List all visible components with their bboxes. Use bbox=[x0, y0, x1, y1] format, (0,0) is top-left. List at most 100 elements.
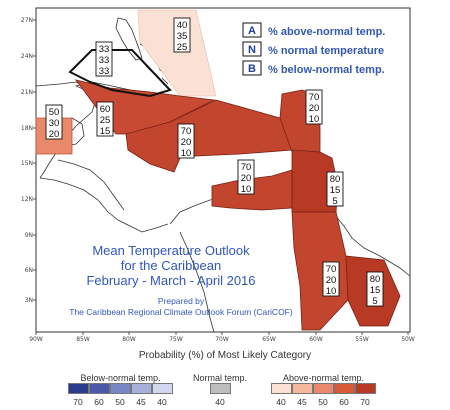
lat-tick-label: 15N bbox=[21, 160, 33, 167]
prepared-by-line-2: The Caribbean Regional Climate Outlook F… bbox=[69, 307, 293, 317]
colorbar-swatch bbox=[292, 383, 313, 394]
legend-text-b: % below-normal temp. bbox=[268, 64, 385, 76]
forecast-a-value: 70 bbox=[241, 162, 252, 173]
forecast-box-frame bbox=[305, 89, 323, 125]
forecast-box-frame bbox=[177, 123, 195, 159]
colorbar-swatch bbox=[313, 383, 334, 394]
abn-legend: A % above-normal temp. N % normal temper… bbox=[242, 22, 385, 76]
legend-box-b bbox=[242, 60, 262, 76]
forecast-box-frame bbox=[173, 17, 191, 53]
legend-letter-a: A bbox=[248, 25, 256, 37]
lat-tick-label: 24N bbox=[21, 53, 33, 60]
forecast-b-value: 10 bbox=[326, 286, 337, 297]
forecast-box-frame bbox=[237, 159, 255, 195]
colorbar-group-label: Above-normal temp. bbox=[282, 373, 365, 383]
forecast-box-frame bbox=[95, 41, 113, 77]
forecast-a-value: 70 bbox=[181, 126, 192, 137]
map-title-line-3: February - March - April 2016 bbox=[86, 273, 255, 288]
colorbar-swatch bbox=[355, 383, 376, 394]
forecast-a-value: 33 bbox=[99, 44, 110, 55]
colorbar-tick: 70 bbox=[73, 397, 83, 407]
forecast-box-frame bbox=[366, 271, 384, 307]
colorbar-tick: 45 bbox=[297, 397, 307, 407]
colorbar-title: Probability (%) of Most Likely Category bbox=[138, 350, 312, 361]
forecast-a-value: 60 bbox=[100, 104, 111, 115]
region-guyana bbox=[291, 211, 349, 331]
forecast-a-value: 40 bbox=[177, 20, 188, 31]
colorbar-tick: 60 bbox=[339, 397, 349, 407]
latitude-ticks: 27N 24N 21N 18N 15N 12N 9N 6N 3N bbox=[21, 17, 36, 304]
legend-text-n: % normal temperature bbox=[268, 45, 384, 57]
forecast-b-value: 33 bbox=[99, 66, 110, 77]
forecast-n-value: 20 bbox=[326, 275, 337, 286]
lon-tick-label: 70W bbox=[215, 336, 229, 343]
colorbar-swatch bbox=[68, 383, 89, 394]
colorbar-group-label: Normal temp. bbox=[192, 373, 247, 383]
forecast-b-value: 25 bbox=[177, 42, 188, 53]
forecast-b-value: 15 bbox=[100, 126, 111, 137]
colorbar-tick: 40 bbox=[157, 397, 167, 407]
colorbar-swatch bbox=[152, 383, 173, 394]
lon-tick-label: 60W bbox=[309, 336, 323, 343]
forecast-box-frame bbox=[45, 104, 63, 140]
region-bahamas bbox=[137, 9, 217, 97]
forecast-a-value: 80 bbox=[330, 174, 341, 185]
lat-tick-label: 21N bbox=[21, 89, 33, 96]
forecast-a-value: 70 bbox=[326, 264, 337, 275]
colorbar-group-label: Below-normal temp. bbox=[80, 373, 161, 383]
forecast-a-value: 50 bbox=[49, 107, 60, 118]
lon-tick-label: 55W bbox=[355, 336, 369, 343]
lat-tick-label: 18N bbox=[21, 125, 33, 132]
outlook-map: 90W 85W 80W 75W 70W 65W 60W 55W 50W 27N 24N 21N 18N… bbox=[21, 7, 415, 343]
longitude-ticks: 90W 85W 80W 75W 70W 65W 60W 55W 50W bbox=[29, 332, 415, 343]
colorbar-swatch bbox=[334, 383, 355, 394]
lon-tick-label: 90W bbox=[29, 336, 43, 343]
colorbar-tick: 70 bbox=[360, 397, 370, 407]
lon-tick-label: 85W bbox=[76, 336, 90, 343]
forecast-b-value: 10 bbox=[309, 114, 320, 125]
forecast-n-value: 15 bbox=[370, 285, 381, 296]
legend-text-a: % above-normal temp. bbox=[268, 26, 385, 38]
forecast-box-frame bbox=[326, 171, 344, 207]
lon-tick-label: 80W bbox=[122, 336, 136, 343]
legend-box-n bbox=[242, 41, 262, 57]
forecast-box-frame bbox=[322, 261, 340, 297]
forecast-n-value: 20 bbox=[181, 137, 192, 148]
colorbar-swatch bbox=[110, 383, 131, 394]
lon-tick-label: 65W bbox=[262, 336, 276, 343]
lon-tick-label: 75W bbox=[169, 336, 183, 343]
colorbar-tick: 40 bbox=[215, 397, 225, 407]
legend-letter-b: B bbox=[248, 63, 256, 75]
forecast-n-value: 20 bbox=[241, 173, 252, 184]
colorbar-swatch bbox=[89, 383, 110, 394]
lat-tick-label: 9N bbox=[25, 232, 33, 239]
colorbar-tick: 50 bbox=[318, 397, 328, 407]
forecast-b-value: 10 bbox=[241, 184, 252, 195]
colorbar-tick: 45 bbox=[136, 397, 146, 407]
lat-tick-label: 27N bbox=[21, 17, 33, 24]
lat-tick-label: 6N bbox=[25, 267, 33, 274]
map-title-line-2: for the Caribbean bbox=[121, 258, 221, 273]
forecast-b-value: 5 bbox=[372, 296, 377, 307]
legend-box-a bbox=[242, 22, 262, 38]
forecast-n-value: 20 bbox=[309, 103, 320, 114]
forecast-n-value: 33 bbox=[99, 55, 110, 66]
prepared-by-line-1: Prepared by bbox=[158, 296, 205, 306]
colorbar-swatch bbox=[131, 383, 152, 394]
colorbar-swatch bbox=[271, 383, 292, 394]
lat-tick-label: 12N bbox=[21, 196, 33, 203]
forecast-b-value: 10 bbox=[181, 148, 192, 159]
colorbar-tick: 60 bbox=[94, 397, 104, 407]
map-title-line-1: Mean Temperature Outlook bbox=[92, 243, 250, 258]
region-central-caribbean bbox=[125, 99, 293, 173]
legend-letter-n: N bbox=[248, 44, 256, 56]
forecast-n-value: 25 bbox=[100, 115, 111, 126]
